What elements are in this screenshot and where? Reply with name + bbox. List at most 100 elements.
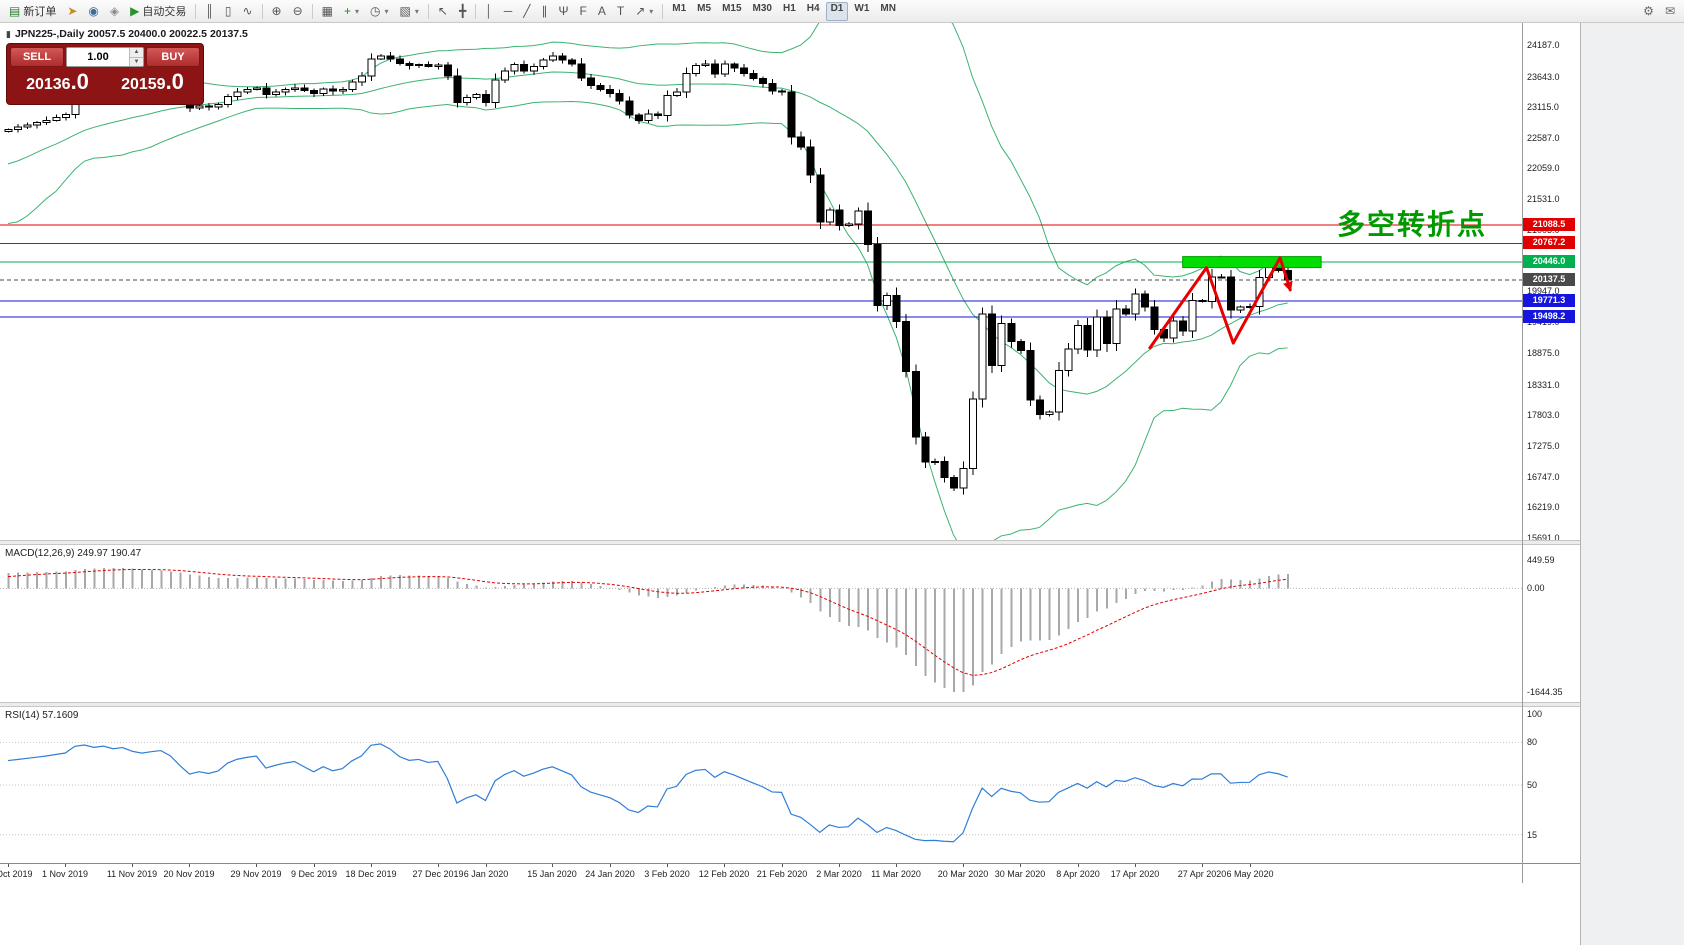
volume-input[interactable]	[67, 48, 129, 66]
timeframe-mn[interactable]: MN	[880, 2, 896, 14]
time-tick	[371, 864, 372, 867]
horizontal-line-button[interactable]: ─	[499, 1, 518, 22]
price-axis-label: 18331.0	[1527, 379, 1560, 390]
bar-chart-button[interactable]: ║	[200, 1, 219, 22]
fibonacci-button[interactable]: F	[574, 1, 591, 22]
new-order-button[interactable]: ▤ 新订单	[4, 1, 61, 22]
trendline-button[interactable]: ╱	[518, 1, 535, 22]
andrews-pitchfork-button[interactable]: Ψ	[553, 1, 573, 22]
line-chart-button[interactable]: ∿	[237, 1, 257, 22]
panel-splitter[interactable]	[0, 540, 1580, 545]
macd-panel[interactable]: MACD(12,26,9) 249.97 190.47 449.59 0.00 -1…	[0, 545, 1580, 702]
buy-price[interactable]: 20159 .0	[121, 69, 184, 94]
zoom-out-icon: ⊖	[292, 4, 303, 18]
time-tick	[1078, 864, 1079, 867]
time-axis[interactable]: 23 Oct 2019 1 Nov 2019 11 Nov 2019 20 Nov 2…	[0, 863, 1580, 884]
chart-window: ▮ JPN225-,Daily 20057.5 20400.0 20022.5 …	[0, 23, 1581, 945]
autotrade-button[interactable]: ▶ 自动交易	[125, 1, 191, 22]
rsi-axis-label: 15	[1527, 829, 1538, 840]
indicators-button[interactable]: + ▾	[339, 1, 364, 22]
price-tag: 21088.5	[1523, 217, 1575, 231]
zoom-out-button[interactable]: ⊖	[288, 1, 308, 22]
buy-button[interactable]: BUY	[146, 47, 200, 67]
rsi-axis-label: 50	[1527, 780, 1538, 790]
templates-button[interactable]: ▧ ▾	[395, 1, 424, 22]
time-tick	[65, 864, 66, 867]
rsi-plot[interactable]	[0, 707, 1522, 863]
sell-button[interactable]: SELL	[10, 47, 64, 67]
tools-button[interactable]: ⚙	[1638, 1, 1659, 22]
timeframe-m15[interactable]: M15	[722, 2, 742, 14]
chat-icon: ✉	[1664, 4, 1675, 18]
profile-button[interactable]: ◉	[83, 1, 103, 22]
highlight-zone[interactable]	[1182, 256, 1322, 269]
text-button[interactable]: A	[593, 1, 611, 22]
panel-splitter[interactable]	[0, 702, 1580, 707]
tile-windows-icon: ▦	[321, 4, 334, 18]
price-tag: 20767.2	[1523, 236, 1575, 250]
tile-windows-button[interactable]: ▦	[317, 1, 338, 22]
timeframe-m5[interactable]: M5	[697, 2, 712, 14]
sell-price[interactable]: 20136 .0	[26, 69, 89, 94]
time-tick	[132, 864, 133, 867]
templates-icon: ▧	[399, 4, 411, 18]
time-tick	[1020, 864, 1021, 867]
chart-annotation-text[interactable]: 多空转折点	[1337, 210, 1488, 241]
launcher-button[interactable]: ➤	[62, 1, 82, 22]
price-axis-border	[1522, 23, 1523, 883]
cursor-button[interactable]: ↖	[433, 1, 453, 22]
price-axis-label: 19947.0	[1527, 286, 1560, 297]
time-tick	[486, 864, 487, 867]
vertical-line-button[interactable]: │	[480, 1, 498, 22]
candlestick-chart-button[interactable]: ▯	[220, 1, 237, 22]
timeframe-d1[interactable]: D1	[825, 1, 849, 21]
trend-arrow[interactable]	[1147, 256, 1293, 350]
timeframe-m1[interactable]: M1	[672, 2, 687, 14]
time-axis-label: 8 Apr 2020	[1056, 869, 1100, 879]
horizontal-line-icon: ─	[503, 4, 513, 18]
rsi-axis-label: 80	[1527, 737, 1538, 748]
zoom-in-button[interactable]: ⊕	[267, 1, 287, 22]
clock-icon: ◷	[370, 4, 381, 18]
main-chart-plot[interactable]	[0, 23, 1522, 540]
time-tick	[1250, 864, 1251, 867]
chevron-down-icon: ▾	[355, 6, 360, 16]
time-tick	[8, 864, 9, 867]
toolbar-separator	[427, 3, 429, 19]
macd-plot[interactable]	[0, 545, 1522, 702]
spinner-up-icon[interactable]: ▲	[130, 48, 143, 57]
text-label-button[interactable]: T	[612, 1, 629, 22]
arrows-button[interactable]: ↗ ▾	[630, 1, 658, 22]
time-axis-label: 6 May 2020	[1226, 869, 1274, 879]
horizontal-lines[interactable]	[0, 224, 1522, 318]
time-axis-label: 23 Oct 2019	[0, 869, 33, 879]
crosshair-icon: ╋	[458, 4, 467, 18]
main-chart-panel[interactable]: ▮ JPN225-,Daily 20057.5 20400.0 20022.5 …	[0, 23, 1580, 540]
time-tick	[189, 864, 190, 867]
current-price-tag: 20137.5	[1523, 272, 1575, 286]
community-button[interactable]: ◈	[105, 1, 124, 22]
timeframe-h4[interactable]: H4	[806, 2, 820, 14]
rocket-icon: ➤	[67, 4, 78, 18]
timeframe-m30[interactable]: M30	[752, 2, 772, 14]
crosshair-button[interactable]: ╋	[454, 1, 471, 22]
text-label-icon: T	[616, 4, 625, 18]
macd-signal-line	[7, 568, 1288, 676]
time-tick	[896, 864, 897, 867]
rsi-panel[interactable]: RSI(14) 57.1609 100 80 50 15	[0, 707, 1580, 863]
spinner-down-icon[interactable]: ▼	[130, 57, 143, 66]
time-axis-label: 18 Dec 2019	[345, 869, 397, 879]
timeframe-w1[interactable]: W1	[854, 2, 870, 14]
volume-spinner: ▲ ▼	[129, 48, 143, 66]
chat-button[interactable]: ✉	[1660, 1, 1680, 22]
periods-button[interactable]: ◷ ▾	[365, 1, 394, 22]
timeframe-h1[interactable]: H1	[782, 2, 796, 14]
zoom-in-icon: ⊕	[271, 4, 282, 18]
trendline-icon: ╱	[523, 4, 531, 18]
vertical-line-icon: │	[485, 4, 493, 18]
text-icon: A	[597, 4, 606, 18]
equidistant-channel-button[interactable]: ∥	[536, 1, 552, 22]
time-axis-label: 27 Apr 2020	[1177, 869, 1227, 879]
macd-axis-label: 0.00	[1527, 583, 1545, 594]
pitchfork-icon: Ψ	[558, 4, 569, 18]
